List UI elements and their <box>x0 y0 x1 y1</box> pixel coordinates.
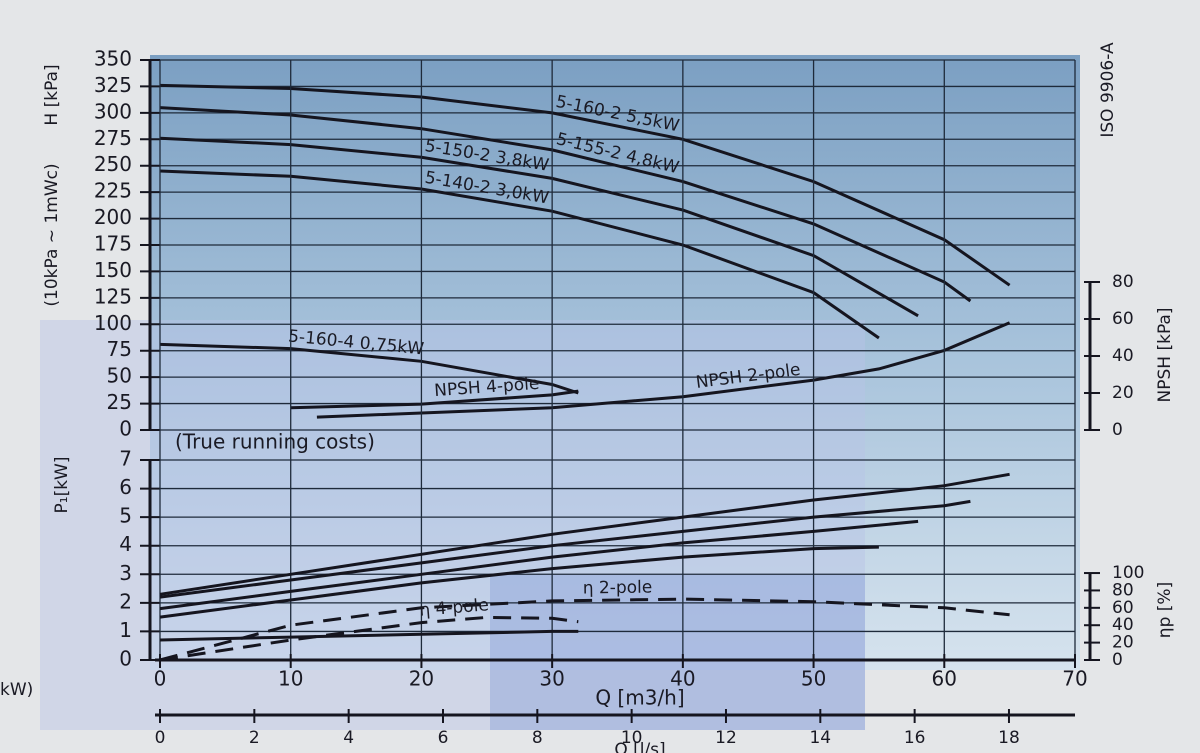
y-tick-label: 25 <box>107 390 132 414</box>
y2-tick-label: 20 <box>1112 633 1134 653</box>
y-tick-label: 3 <box>119 561 132 585</box>
cut-text: kW) <box>0 680 33 700</box>
x-tick-label: 20 <box>409 667 434 691</box>
y2-tick-label: 40 <box>1112 346 1134 366</box>
y-tick-label: 275 <box>94 126 132 150</box>
annotation: (True running costs) <box>175 430 375 454</box>
y2-tick-label: 60 <box>1112 598 1134 618</box>
x2-tick-label: 10 <box>621 728 643 748</box>
y2-tick-label: 40 <box>1112 615 1134 635</box>
x-tick-label: 40 <box>670 667 695 691</box>
y-tick-label: 350 <box>94 47 132 71</box>
x2-tick-label: 6 <box>438 728 449 748</box>
x-tick-label: 10 <box>278 667 303 691</box>
y-tick-label: 1 <box>119 618 132 642</box>
y2-tick-label: 80 <box>1112 580 1134 600</box>
y-tick-label: 100 <box>94 311 132 335</box>
chart-layer: 0255075100125150175200225250275300325350… <box>94 47 1145 749</box>
y2-axis-label: ηp [%] <box>1155 582 1175 638</box>
curve <box>159 519 919 611</box>
secondary-curve <box>159 597 1010 662</box>
x2-tick-label: 2 <box>249 728 260 748</box>
y-axis-label: P₁[kW] <box>52 457 72 514</box>
y-tick-label: 0 <box>119 417 132 441</box>
curve <box>159 106 972 303</box>
y-tick-label: 6 <box>119 475 132 499</box>
y-tick-label: 125 <box>94 284 132 308</box>
y-tick-label: 300 <box>94 99 132 123</box>
x-tick-label: 60 <box>932 667 957 691</box>
x-axis-label: Q [m3/h] <box>595 686 684 710</box>
x2-tick-label: 16 <box>904 728 926 748</box>
y-tick-label: 150 <box>94 258 132 282</box>
y2-tick-label: 60 <box>1112 309 1134 329</box>
curve <box>159 499 971 599</box>
curve <box>159 545 879 619</box>
y-tick-label: 250 <box>94 152 132 176</box>
curve-label: η 2-pole <box>583 578 653 599</box>
y-tick-label: 5 <box>119 504 132 528</box>
y-tick-label: 75 <box>107 337 132 361</box>
plot-background <box>150 55 1080 670</box>
y-tick-label: 50 <box>107 364 132 388</box>
y-axis-label: H [kPa] <box>42 64 62 125</box>
y-tick-label: 225 <box>94 179 132 203</box>
y2-tick-label: 20 <box>1112 383 1134 403</box>
y-tick-label: 2 <box>119 589 132 613</box>
y2-tick-label: 0 <box>1112 420 1123 440</box>
y2-tick-label: 100 <box>1112 563 1144 583</box>
x-tick-label: 50 <box>801 667 826 691</box>
y-axis-note: (10kPa ~ 1mWc) <box>42 163 62 306</box>
y2-axis-label: NPSH [kPa] <box>1155 308 1175 403</box>
y-tick-label: 4 <box>119 532 132 556</box>
x-tick-label: 30 <box>539 667 564 691</box>
y-tick-label: 325 <box>94 73 132 97</box>
y2-tick-label: 80 <box>1112 272 1134 292</box>
y-tick-label: 7 <box>119 447 132 471</box>
x2-tick-label: 14 <box>809 728 831 748</box>
curve <box>159 472 1010 596</box>
y-tick-label: 0 <box>119 647 132 671</box>
secondary-curve <box>159 615 579 662</box>
x2-axis-label: Q [l/s] <box>614 740 665 753</box>
x2-tick-label: 0 <box>155 728 166 748</box>
curve <box>159 83 1011 287</box>
standard-label: ISO 9906-A <box>1098 42 1118 138</box>
x2-tick-label: 12 <box>715 728 737 748</box>
y-tick-label: 200 <box>94 205 132 229</box>
x-tick-label: 0 <box>154 667 167 691</box>
secondary-curve <box>290 389 579 410</box>
x2-tick-label: 8 <box>532 728 543 748</box>
x-tick-label: 70 <box>1062 667 1087 691</box>
y-tick-label: 175 <box>94 232 132 256</box>
x2-tick-label: 18 <box>998 728 1020 748</box>
y2-tick-label: 0 <box>1112 650 1123 670</box>
x2-tick-label: 4 <box>343 728 354 748</box>
